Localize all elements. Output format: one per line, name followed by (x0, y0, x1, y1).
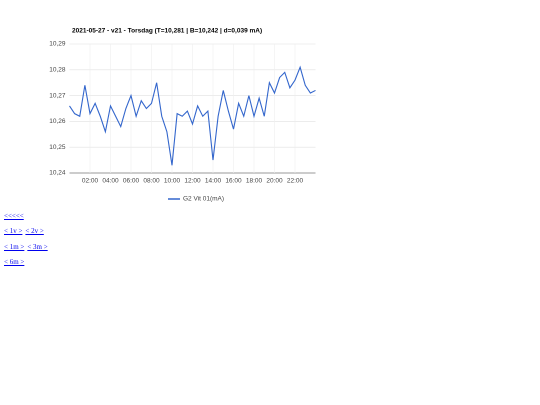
y-tick-label: 10,24 (49, 170, 66, 177)
range-link[interactable]: < 1m > (4, 242, 25, 251)
x-tick-label: 20:00 (266, 178, 283, 185)
y-tick-label: 10,26 (49, 118, 66, 125)
x-tick-label: 22:00 (287, 178, 304, 185)
link-row: <<<<< (4, 212, 51, 227)
x-tick-label: 04:00 (102, 178, 119, 185)
link-row: < 1v > < 2v > (4, 227, 51, 242)
range-link[interactable]: < 1v > (4, 227, 23, 236)
range-link[interactable]: < 2v > (25, 227, 44, 236)
x-tick-label: 16:00 (225, 178, 242, 185)
chart-title: 2021-05-27 - v21 - Torsdag (T=10,281 | B… (72, 28, 262, 35)
y-tick-label: 10,29 (49, 41, 66, 48)
range-link[interactable]: < 3m > (27, 242, 48, 251)
range-link[interactable]: < 6m > (4, 258, 25, 267)
x-tick-label: 10:00 (164, 178, 181, 185)
x-tick-label: 08:00 (143, 178, 160, 185)
data-line (69, 65, 316, 166)
x-tick-label: 14:00 (205, 178, 222, 185)
y-tick-label: 10,28 (49, 67, 66, 74)
x-tick-label: 12:00 (184, 178, 201, 185)
y-tick-label: 10,27 (49, 92, 66, 99)
link-row: < 1m > < 3m > (4, 243, 51, 258)
range-link[interactable]: <<<<< (4, 212, 24, 220)
x-tick-label: 02:00 (82, 178, 99, 185)
legend-label: G2 Vit 01(mA) (183, 196, 224, 203)
chart: 2021-05-27 - v21 - Torsdag (T=10,281 | B… (49, 28, 316, 203)
x-tick-label: 06:00 (123, 178, 140, 185)
x-tick-label: 18:00 (246, 178, 263, 185)
range-links: <<<<< < 1v > < 2v > < 1m > < 3m > < 6m > (4, 212, 51, 274)
y-tick-label: 10,25 (49, 144, 66, 151)
link-row: < 6m > (4, 258, 51, 273)
